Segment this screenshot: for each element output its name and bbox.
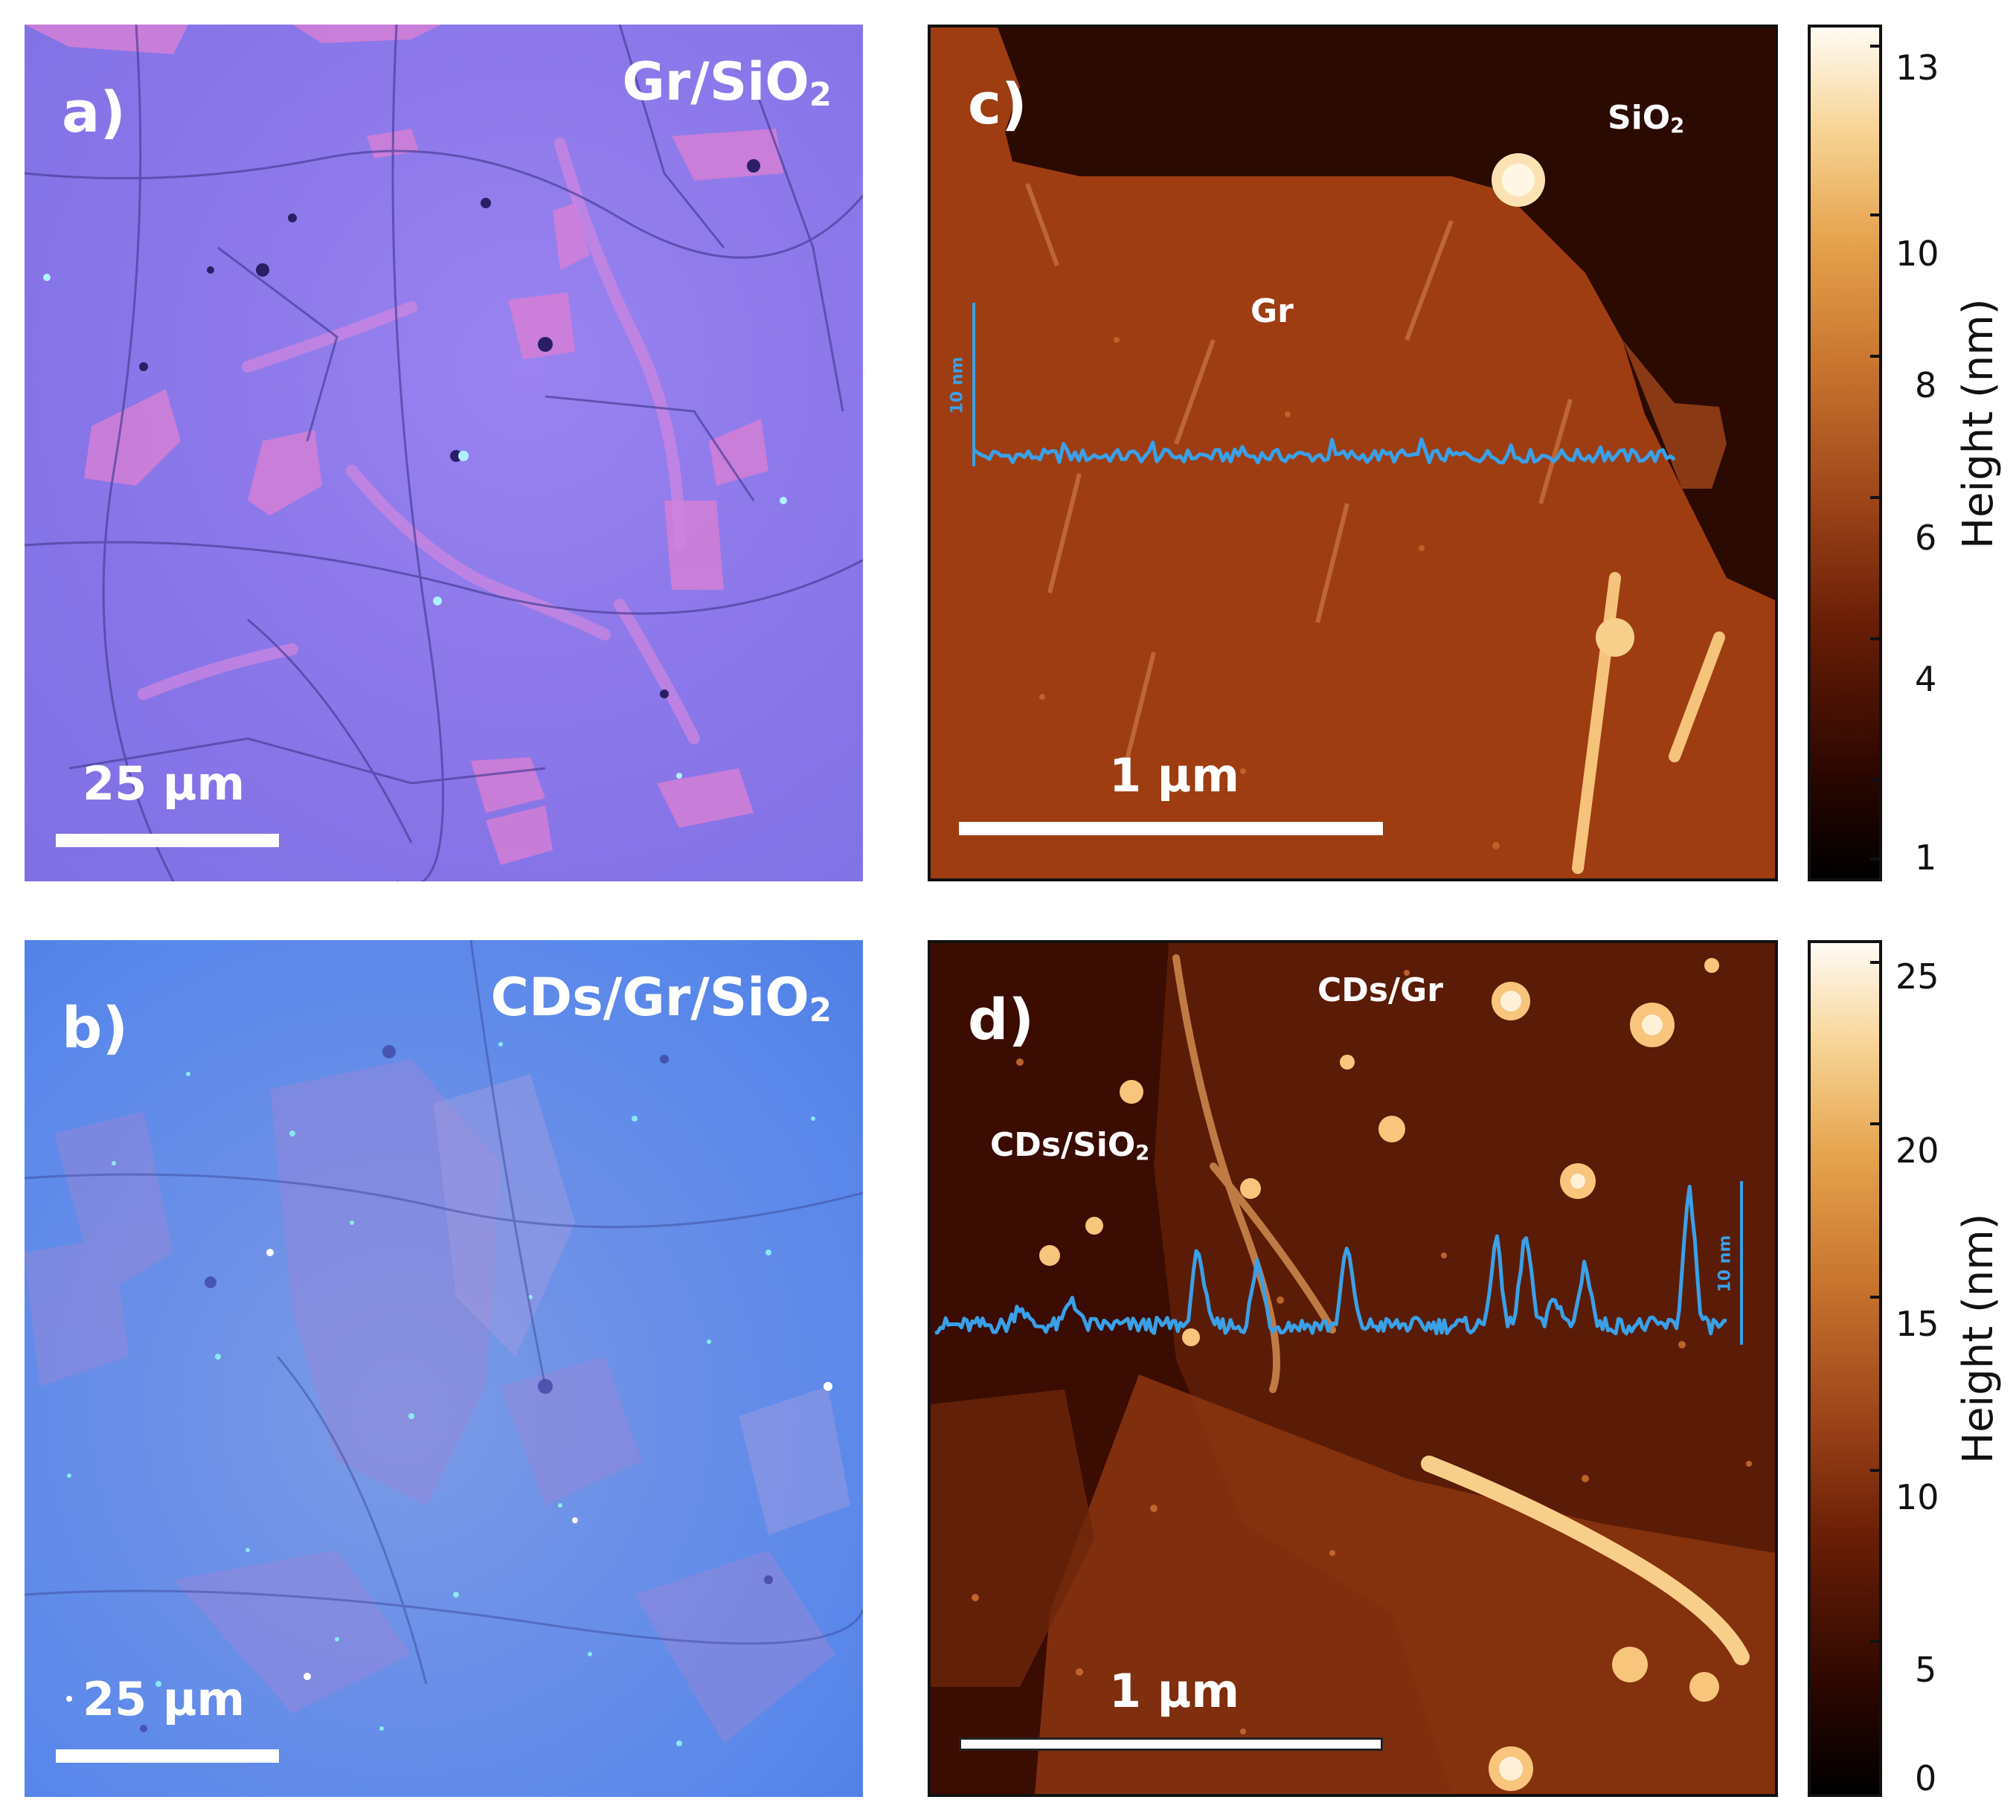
colorbar-d-title: Height (nm)	[1954, 1213, 2003, 1464]
colorbar-d-tick-label: 25	[1895, 956, 1939, 997]
optical-image-b-texture	[25, 940, 863, 1746]
panel-label-a: a)	[62, 79, 126, 145]
region-label-gr: Gr	[1251, 292, 1294, 330]
colorbar-c-tick	[1870, 496, 1882, 499]
colorbar-d-tick-label: 15	[1895, 1304, 1939, 1344]
optical-image-panel-b: b) CDs/Gr/SiO2 25 µm	[25, 940, 863, 1797]
profile-scale-label-c: 10 nm	[948, 356, 967, 414]
colorbar-c-tick	[1870, 779, 1882, 782]
region-label-sio2-subscript: 2	[1670, 114, 1685, 138]
afm-image-panel-c: 10 nm c) SiO2 Gr 1 µm	[928, 25, 1778, 881]
colorbar-c-tick	[1870, 45, 1882, 48]
scalebar-label-b: 25 µm	[83, 1672, 245, 1726]
colorbar-c-tick-label: 6	[1915, 518, 1937, 558]
panel-a-sample-label: Gr/SiO2	[622, 56, 832, 111]
colorbar-c-tick	[1870, 355, 1882, 358]
afm-image-d-texture	[931, 943, 1775, 1794]
colorbar-d-tick	[1870, 961, 1882, 964]
scalebar-label-a: 25 µm	[83, 756, 245, 811]
optical-image-a-texture	[25, 25, 863, 881]
panel-b-sample-subscript: 2	[809, 991, 832, 1029]
afm-image-panel-d: 10 nm d) CDs/Gr CDs/SiO2 1 µm	[928, 940, 1778, 1797]
region-label-cds-sio2-subscript: 2	[1135, 1141, 1150, 1165]
panel-b-sample-label: CDs/Gr/SiO2	[491, 971, 832, 1026]
panel-a-sample-text: Gr/SiO	[622, 51, 809, 112]
scalebar-label-c: 1 µm	[1109, 748, 1239, 803]
panel-b-sample-text: CDs/Gr/SiO	[490, 967, 809, 1028]
colorbar-d-tick	[1870, 1469, 1882, 1472]
scalebar-label-d: 1 µm	[1109, 1664, 1239, 1718]
scalebar-c	[959, 822, 1383, 835]
colorbar-c	[1808, 25, 1882, 881]
colorbar-c-tick-label: 13	[1895, 48, 1939, 88]
colorbar-c-tick-label: 4	[1915, 659, 1937, 699]
region-label-sio2: SiO2	[1608, 99, 1685, 138]
colorbar-c-title: Height (nm)	[1954, 298, 2003, 549]
panel-label-d: d)	[968, 986, 1035, 1052]
panel-label-c: c)	[968, 71, 1027, 137]
panel-label-b: b)	[62, 994, 129, 1061]
region-label-cds-gr: CDs/Gr	[1317, 971, 1443, 1009]
colorbar-c-tick-label: 1	[1915, 837, 1937, 878]
colorbar-c-tick-label: 8	[1915, 365, 1937, 405]
region-label-sio2-text: SiO	[1608, 99, 1671, 137]
scalebar-a	[56, 834, 279, 847]
colorbar-d-tick-label: 5	[1915, 1650, 1937, 1690]
colorbar-c-tick	[1870, 637, 1882, 640]
colorbar-d-tick-label: 10	[1895, 1477, 1939, 1517]
afm-image-c-texture	[931, 28, 1775, 874]
optical-image-panel-a: a) Gr/SiO2 25 µm	[25, 25, 863, 881]
panel-a-sample-subscript: 2	[809, 76, 832, 114]
scalebar-d	[959, 1737, 1383, 1751]
colorbar-d-tick	[1870, 1296, 1882, 1299]
colorbar-d-tick-label: 0	[1915, 1758, 1937, 1798]
colorbar-d-tick	[1870, 1122, 1882, 1125]
region-label-cds-sio2-text: CDs/SiO	[990, 1126, 1136, 1164]
colorbar-c-tick	[1870, 213, 1882, 216]
colorbar-d	[1808, 940, 1882, 1797]
colorbar-c-tick	[1870, 858, 1882, 861]
colorbar-d-tick-label: 20	[1895, 1131, 1939, 1171]
region-label-cds-sio2: CDs/SiO2	[990, 1126, 1150, 1165]
colorbar-c-tick-label: 10	[1895, 234, 1939, 274]
colorbar-d-tick	[1870, 1640, 1882, 1643]
profile-scale-label-d: 10 nm	[1715, 1235, 1735, 1293]
scalebar-b	[56, 1749, 279, 1763]
